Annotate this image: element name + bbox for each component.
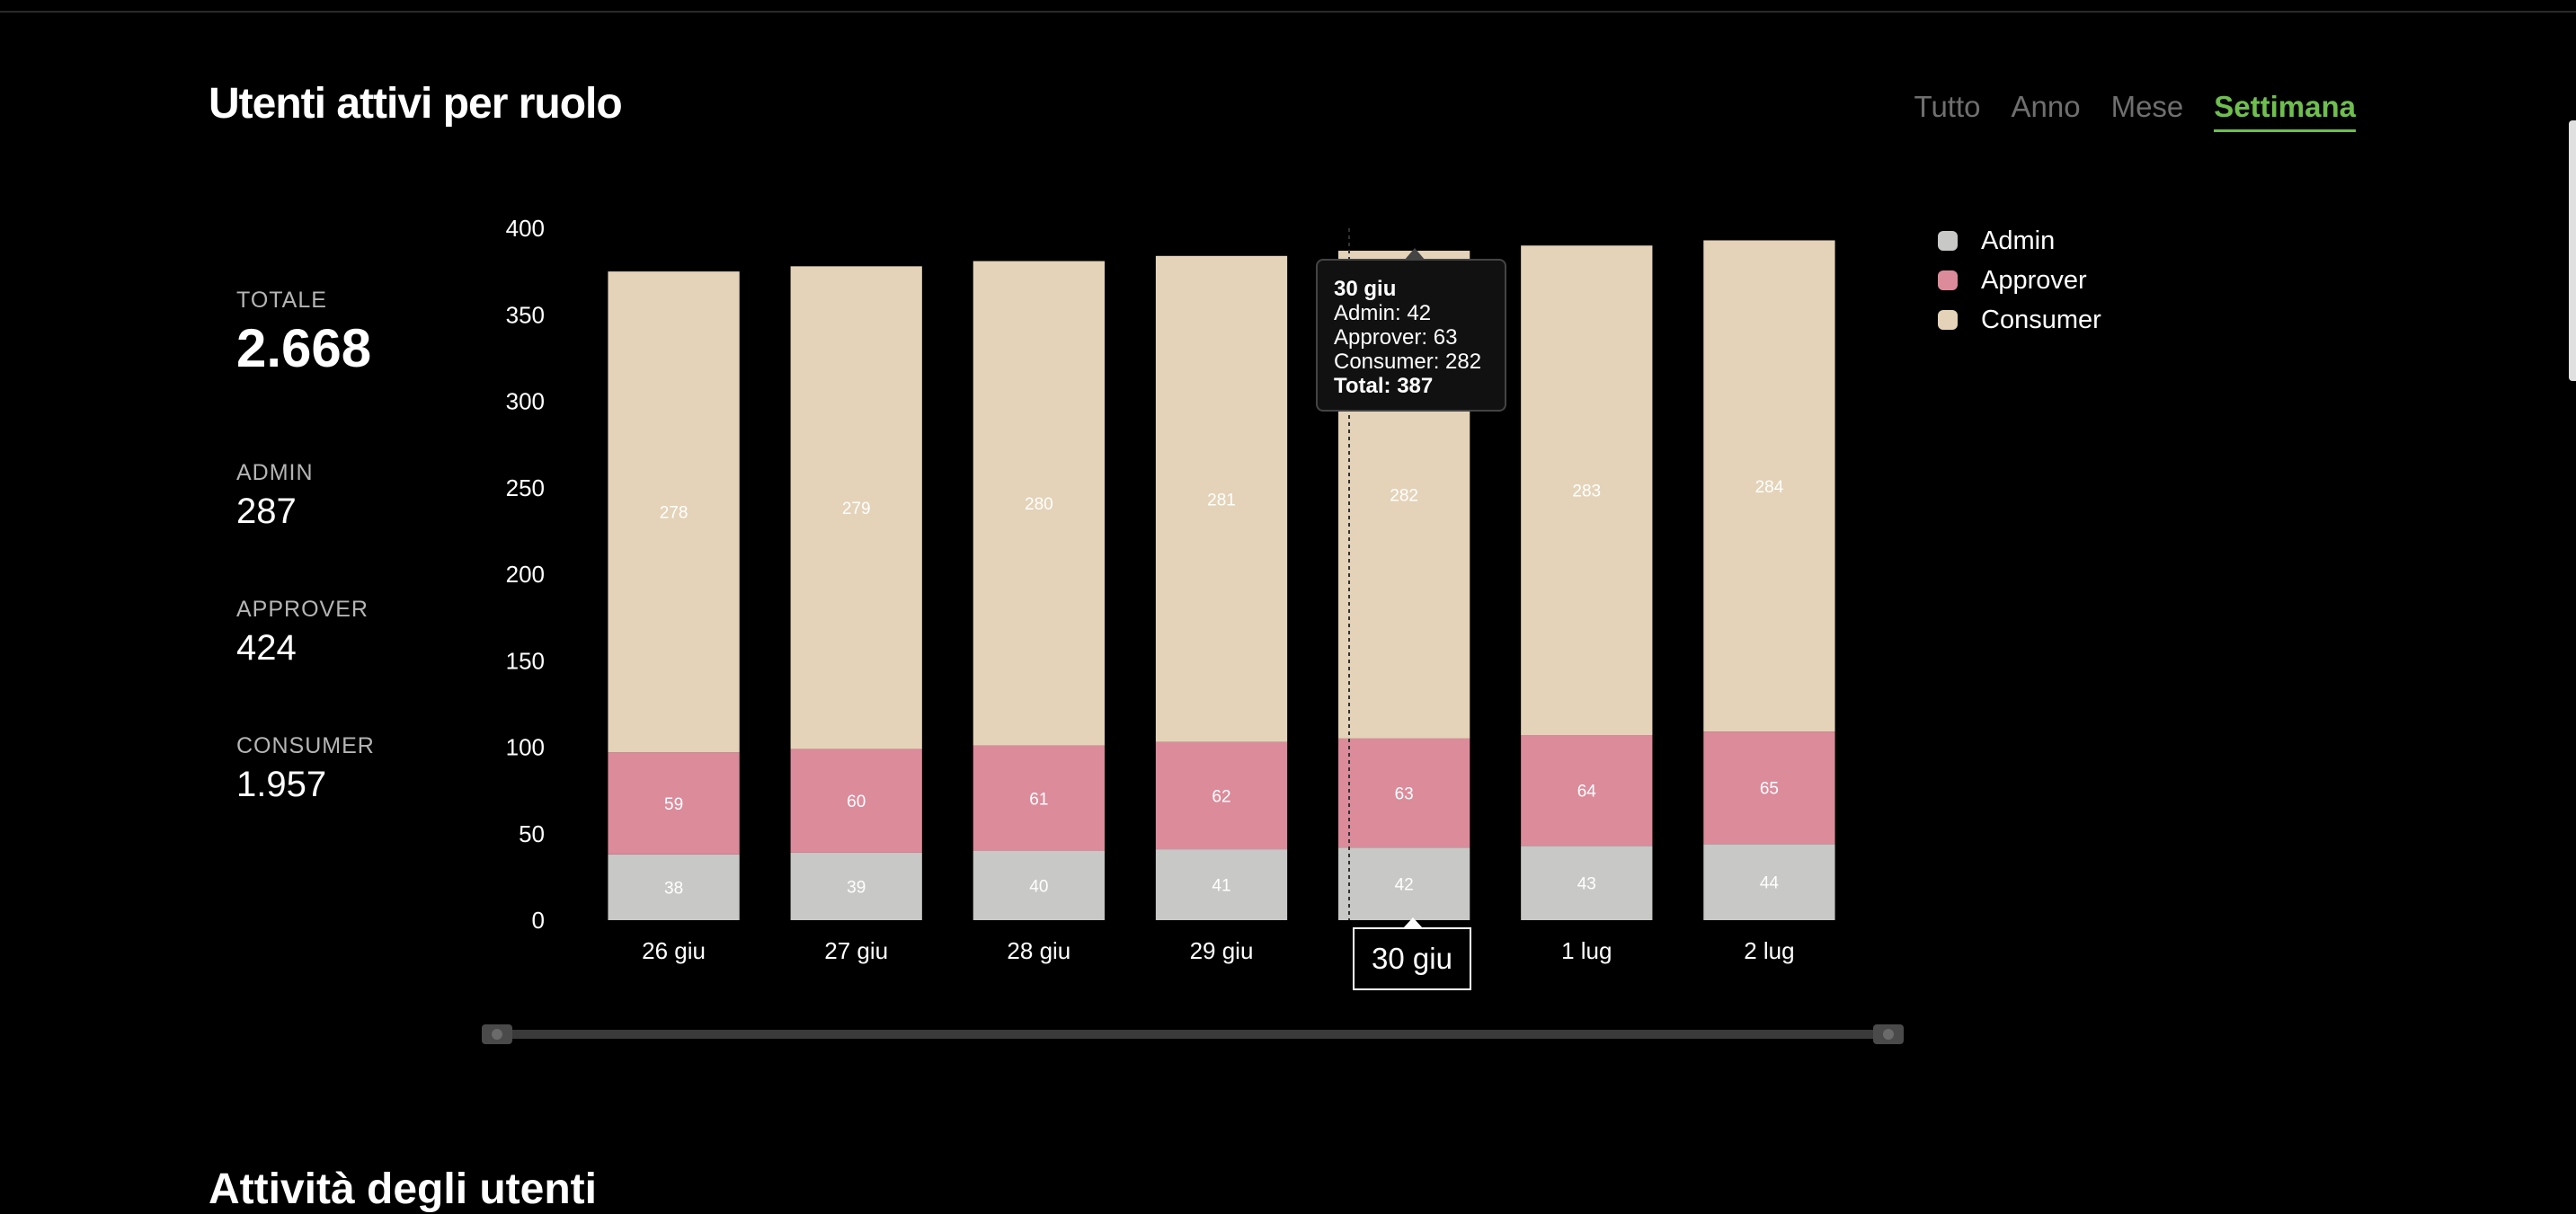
crosshair-x-label: 30 giu: [1353, 917, 1471, 990]
x-tick-label-6: 2 lug: [1744, 937, 1794, 964]
stat-consumer-label: CONSUMER: [236, 733, 375, 758]
data-label-admin-2: 40: [1029, 878, 1048, 897]
bar-consumer-2[interactable]: [973, 261, 1105, 746]
tooltip-approver: Approver: 63: [1334, 325, 1458, 350]
chart-legend: Admin Approver Consumer: [1938, 221, 2101, 340]
stat-approver-value: 424: [236, 628, 297, 668]
y-tick-label-100: 100: [506, 734, 545, 761]
y-tick-label-300: 300: [506, 388, 545, 415]
bar-admin-3[interactable]: [1155, 849, 1288, 920]
tab-mese[interactable]: Mese: [2110, 90, 2184, 123]
stat-total-label: TOTALE: [236, 288, 327, 313]
legend-swatch-consumer: [1938, 310, 1958, 330]
legend-swatch-admin: [1938, 231, 1958, 251]
y-tick-label-50: 50: [519, 820, 545, 847]
chart-tooltip: 30 giu Admin: 42 Approver: 63 Consumer: …: [1316, 248, 1506, 412]
data-label-admin-0: 38: [664, 879, 683, 898]
x-tick-label-5: 1 lug: [1561, 937, 1612, 964]
data-label-approver-3: 62: [1212, 787, 1230, 806]
bar-consumer-0[interactable]: [608, 271, 740, 753]
page-scrollbar-thumb[interactable]: [2569, 120, 2576, 381]
bar-admin-6[interactable]: [1703, 844, 1835, 920]
stat-consumer: CONSUMER 1.957: [236, 733, 506, 805]
legend-item-approver[interactable]: Approver: [1938, 261, 2101, 300]
data-label-approver-2: 61: [1029, 790, 1048, 809]
tooltip-total: Total: 387: [1334, 374, 1434, 398]
data-label-consumer-6: 284: [1755, 478, 1784, 497]
y-tick-label-350: 350: [506, 301, 545, 328]
tab-anno[interactable]: Anno: [2011, 90, 2081, 123]
bar-approver-6[interactable]: [1703, 731, 1835, 845]
bar-admin-2[interactable]: [973, 851, 1105, 920]
bar-admin-1[interactable]: [790, 852, 922, 920]
y-tick-label-200: 200: [506, 561, 545, 588]
data-label-admin-5: 43: [1577, 875, 1596, 894]
bar-consumer-1[interactable]: [790, 266, 922, 749]
scrollbar-handle-left[interactable]: [482, 1024, 512, 1044]
bar-admin-5[interactable]: [1521, 846, 1653, 920]
bar-consumer-3[interactable]: [1155, 255, 1288, 742]
legend-item-admin[interactable]: Admin: [1938, 221, 2101, 261]
stat-total-value: 2.668: [236, 318, 372, 378]
stat-total: TOTALE 2.668: [236, 288, 506, 379]
legend-label-approver: Approver: [1981, 265, 2087, 295]
x-tick-label-2: 28 giu: [1007, 937, 1070, 964]
data-label-consumer-1: 279: [842, 500, 871, 518]
bar-admin-0[interactable]: [608, 854, 740, 920]
tooltip-title: 30 giu: [1334, 277, 1397, 301]
stat-approver: APPROVER 424: [236, 597, 506, 669]
legend-swatch-approver: [1938, 270, 1958, 290]
legend-item-consumer[interactable]: Consumer: [1938, 300, 2101, 340]
data-label-approver-5: 64: [1577, 783, 1597, 802]
data-label-consumer-4: 282: [1390, 486, 1418, 505]
x-tick-label-0: 26 giu: [642, 937, 706, 964]
data-label-consumer-3: 281: [1207, 491, 1236, 510]
period-tabs: Tutto Anno Mese Settimana: [1914, 90, 2356, 132]
tooltip-admin: Admin: 42: [1334, 301, 1432, 325]
bar-approver-3[interactable]: [1155, 741, 1288, 850]
bar-consumer-5[interactable]: [1521, 245, 1653, 736]
data-label-admin-1: 39: [847, 878, 866, 897]
bar-admin-4[interactable]: [1338, 847, 1470, 920]
stat-admin-label: ADMIN: [236, 460, 314, 485]
y-tick-label-400: 400: [506, 215, 545, 242]
data-label-approver-0: 59: [664, 795, 683, 814]
legend-label-admin: Admin: [1981, 226, 2056, 255]
stat-approver-label: APPROVER: [236, 597, 369, 622]
stacked-bar-chart: 0 50 100 150 200 250 300 350 400 38 59 278 26 giu 39 6…: [506, 215, 1835, 964]
tooltip-consumer: Consumer: 282: [1334, 350, 1482, 374]
data-label-consumer-5: 283: [1572, 483, 1601, 501]
data-label-approver-4: 63: [1395, 785, 1414, 804]
data-label-approver-6: 65: [1760, 780, 1779, 799]
tab-tutto[interactable]: Tutto: [1914, 90, 1981, 123]
scrollbar-track[interactable]: [494, 1030, 1891, 1039]
bar-approver-2[interactable]: [973, 745, 1105, 851]
x-tick-label-3: 29 giu: [1190, 937, 1254, 964]
bar-approver-0[interactable]: [608, 752, 740, 855]
x-tick-label-1: 27 giu: [824, 937, 888, 964]
data-label-admin-6: 44: [1760, 874, 1780, 893]
data-label-consumer-0: 278: [660, 504, 688, 523]
stat-consumer-value: 1.957: [236, 765, 327, 804]
data-label-approver-1: 60: [847, 793, 866, 811]
scrollbar-handle-right[interactable]: [1873, 1024, 1904, 1044]
top-divider: [0, 0, 2576, 13]
bar-approver-4[interactable]: [1338, 738, 1470, 848]
bar-approver-5[interactable]: [1521, 735, 1653, 846]
chart-range-scrollbar[interactable]: [482, 1024, 1904, 1044]
data-label-consumer-2: 280: [1025, 495, 1053, 514]
bar-consumer-6[interactable]: [1703, 240, 1835, 732]
y-tick-label-250: 250: [506, 474, 545, 501]
data-label-admin-4: 42: [1395, 876, 1414, 895]
y-tick-label-150: 150: [506, 647, 545, 674]
data-label-admin-3: 41: [1212, 877, 1230, 896]
page-title: Utenti attivi per ruolo: [209, 80, 623, 128]
stat-admin-value: 287: [236, 492, 297, 531]
tab-settimana[interactable]: Settimana: [2214, 90, 2356, 132]
bar-approver-1[interactable]: [790, 749, 922, 853]
y-tick-label-0: 0: [532, 907, 545, 934]
legend-label-consumer: Consumer: [1981, 305, 2101, 334]
next-section-title: Attività degli utenti: [209, 1165, 597, 1213]
stat-admin: ADMIN 287: [236, 460, 506, 532]
